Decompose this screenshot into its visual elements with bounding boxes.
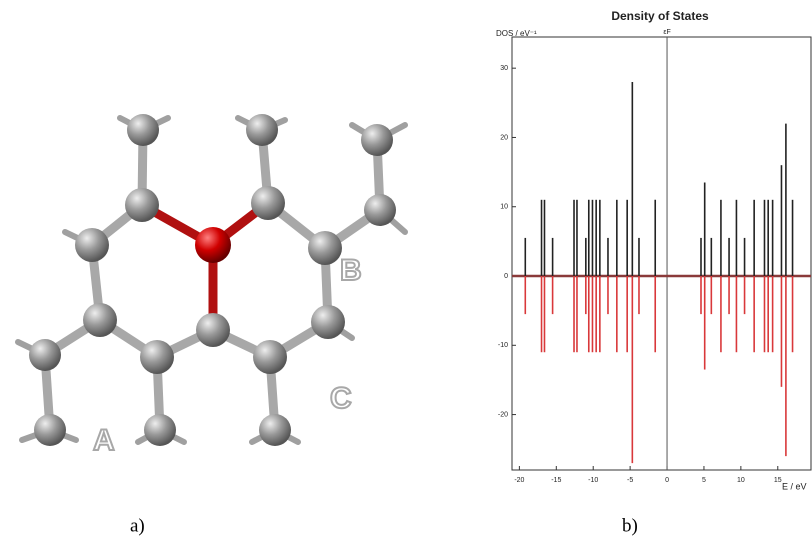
y-tick-label: 10 bbox=[500, 204, 508, 211]
y-axis-label: DOS / eV⁻¹ bbox=[496, 29, 537, 38]
x-tick-label: 0 bbox=[665, 477, 669, 484]
y-tick-label: -10 bbox=[498, 342, 508, 349]
molecule: A B C bbox=[15, 114, 408, 458]
y-tick-label: 0 bbox=[504, 273, 508, 280]
ring-label: C bbox=[330, 382, 352, 415]
caption: a) bbox=[130, 515, 145, 536]
annotation: εF bbox=[663, 29, 670, 36]
x-axis-label: E / eV bbox=[782, 481, 807, 491]
y-tick-label: 30 bbox=[500, 65, 508, 72]
ring-label: B bbox=[340, 254, 362, 287]
atoms bbox=[29, 114, 396, 446]
x-tick-label: 15 bbox=[774, 477, 782, 484]
x-tick-label: -20 bbox=[514, 477, 524, 484]
x-tick-label: -15 bbox=[551, 477, 561, 484]
x-tick-label: 10 bbox=[737, 477, 745, 484]
x-tick-label: -10 bbox=[588, 477, 598, 484]
x-tick-label: 5 bbox=[702, 477, 706, 484]
chart-title: Density of States bbox=[611, 9, 709, 23]
y-tick-label: 20 bbox=[500, 134, 508, 141]
dos-chart: Density of States DOS / eV⁻¹ E / eV -20 -… bbox=[496, 9, 812, 491]
caption: b) bbox=[622, 515, 638, 536]
y-tick-label: -20 bbox=[498, 411, 508, 418]
plot-frame bbox=[511, 36, 812, 471]
x-tick-label: -5 bbox=[627, 477, 633, 484]
ring-label: A bbox=[93, 424, 115, 457]
